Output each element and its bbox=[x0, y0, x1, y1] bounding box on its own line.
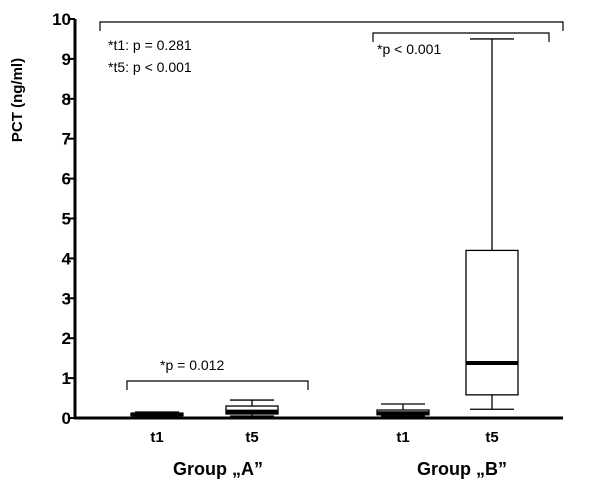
overall-annotation-t1: *t1: p = 0.281 bbox=[108, 37, 192, 53]
y-tick-label: 10 bbox=[52, 10, 71, 29]
y-tick-label: 0 bbox=[62, 409, 71, 428]
group-b-t5-label: t5 bbox=[485, 429, 498, 446]
iqr-box bbox=[465, 249, 519, 396]
box-series bbox=[130, 38, 519, 418]
group-a-bracket bbox=[126, 380, 309, 390]
y-tick-label: 1 bbox=[62, 369, 71, 388]
box-b-t1 bbox=[376, 403, 430, 417]
box-a-t5 bbox=[225, 399, 279, 417]
y-tick-label: 3 bbox=[62, 289, 71, 308]
group-a-t5-label: t5 bbox=[245, 429, 258, 446]
y-tick-label: 2 bbox=[62, 329, 71, 348]
y-tick-label: 8 bbox=[62, 90, 71, 109]
y-axis-title: PCT (ng/ml) bbox=[9, 58, 26, 142]
box-a-t1 bbox=[130, 411, 184, 418]
y-tick-label: 9 bbox=[62, 50, 71, 69]
group-a-annotation: *p = 0.012 bbox=[160, 357, 224, 373]
y-tick-label: 7 bbox=[62, 130, 71, 149]
overall-bracket bbox=[99, 21, 564, 31]
group-b-bracket bbox=[372, 32, 550, 42]
overall-annotation-t5: *t5: p < 0.001 bbox=[108, 59, 192, 75]
group-a-t1-label: t1 bbox=[150, 429, 163, 446]
group-b-t1-label: t1 bbox=[396, 429, 409, 446]
y-tick-label: 6 bbox=[62, 170, 71, 189]
group-a-label: Group „A” bbox=[173, 459, 263, 479]
y-tick-label: 4 bbox=[62, 249, 72, 268]
group-b-annotation: *p < 0.001 bbox=[377, 41, 441, 57]
y-tick-label: 5 bbox=[62, 210, 71, 229]
box-b-t5 bbox=[465, 38, 519, 410]
group-b-label: Group „B” bbox=[417, 459, 507, 479]
y-ticks: 0 1 2 3 4 5 6 7 8 9 10 bbox=[52, 10, 75, 428]
